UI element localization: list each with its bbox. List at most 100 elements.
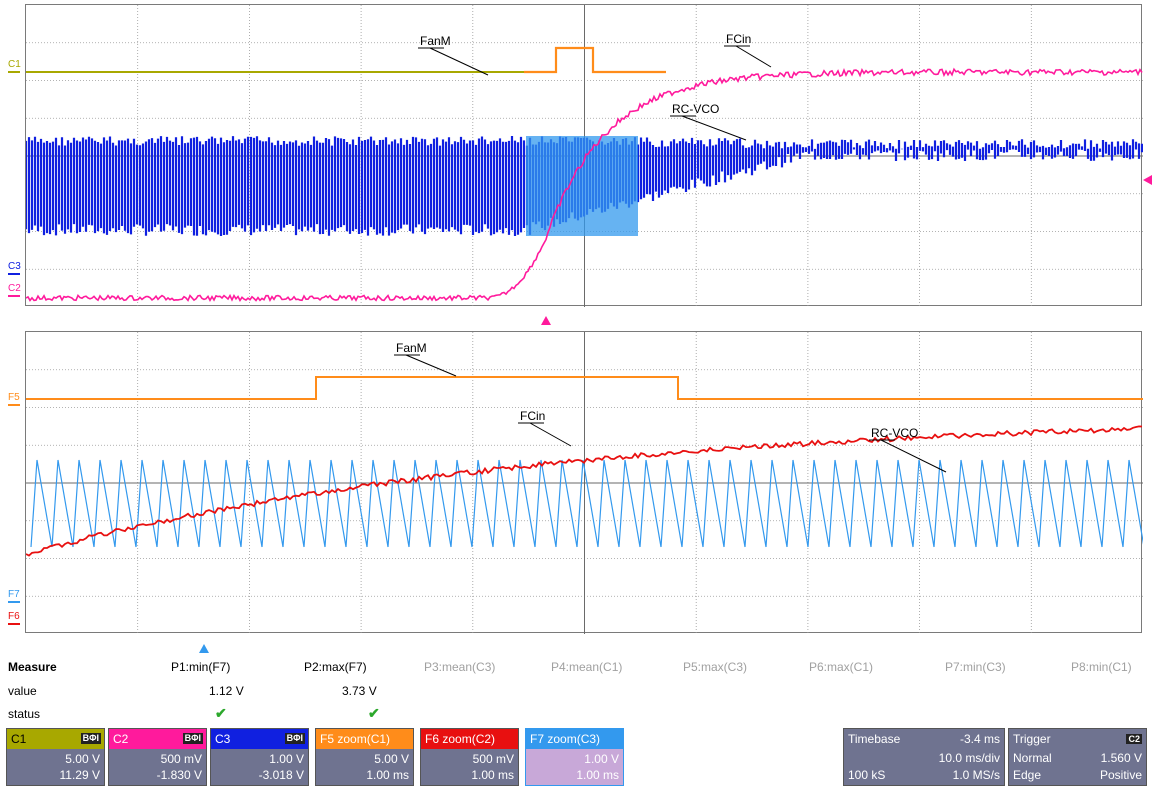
c2-tag-label: C2 xyxy=(8,283,21,294)
channel-box-c1-offset: 11.29 V xyxy=(59,768,100,782)
channel-box-f7-title: zoom(C3) xyxy=(547,732,601,746)
bottom-zoom-grid[interactable]: FanM FCin RC-VCO xyxy=(25,331,1143,634)
bwl-icon: BΦI xyxy=(80,733,101,744)
top-waveform-grid[interactable]: FanM FCin RC-VCO xyxy=(25,4,1143,307)
measure-param-p1[interactable]: P1:min(F7) xyxy=(171,660,231,674)
measure-param-p5[interactable]: P5:max(C3) xyxy=(683,660,748,674)
channel-box-c2-offset: -1.830 V xyxy=(156,768,202,782)
channel-box-c3-label: C3 xyxy=(215,732,231,746)
measure-status-p1: ✔ xyxy=(215,705,227,721)
trigger-box[interactable]: Trigger C2 Normal 1.560 V Edge Positive xyxy=(1008,728,1147,786)
c1-channel-tag[interactable]: C1 xyxy=(8,60,21,73)
bottom-fcin-label-leader xyxy=(529,422,572,447)
c1-zoom-segment xyxy=(524,46,666,74)
channel-box-f6[interactable]: F6 zoom(C2) 500 mV 1.00 ms xyxy=(420,728,519,786)
channel-box-c3-scale: 1.00 V xyxy=(269,752,304,766)
top-waveform-canvas: FanM FCin RC-VCO xyxy=(26,5,1143,307)
channel-box-c3[interactable]: C3 BΦI 1.00 V -3.018 V xyxy=(210,728,309,786)
c1-tag-label: C1 xyxy=(8,59,21,70)
c2-channel-tag[interactable]: C2 xyxy=(8,284,21,297)
timebase-box[interactable]: Timebase -3.4 ms 10.0 ms/div 100 kS 1.0 … xyxy=(843,728,1005,786)
trigger-level: 1.560 V xyxy=(1100,751,1142,765)
measure-status-p2: ✔ xyxy=(368,705,380,721)
bottom-fanm-label: FanM xyxy=(396,341,427,355)
channel-box-f5[interactable]: F5 zoom(C1) 5.00 V 1.00 ms xyxy=(315,728,414,786)
channel-box-f7[interactable]: F7 zoom(C3) 1.00 V 1.00 ms xyxy=(525,728,624,786)
c3-tag-label: C3 xyxy=(8,261,21,272)
timebase-delay: -3.4 ms xyxy=(959,732,1000,746)
channel-box-f6-offset: 1.00 ms xyxy=(471,768,514,782)
cursor-marker[interactable] xyxy=(199,644,209,653)
bottom-rcvco-label: RC-VCO xyxy=(871,426,918,440)
top-fanm-label: FanM xyxy=(420,34,451,48)
channel-box-c3-header: C3 BΦI xyxy=(211,729,308,749)
bottom-rcvco-label-leader xyxy=(880,439,947,473)
c3-trace xyxy=(26,136,1143,236)
f6-trace xyxy=(26,425,1143,557)
top-fcin-label-leader xyxy=(735,45,772,68)
trigger-level-marker[interactable] xyxy=(1143,175,1152,185)
measure-value-p2: 3.73 V xyxy=(342,684,377,698)
c1-tag-underline xyxy=(8,71,20,73)
bottom-fanm-label-leader xyxy=(405,354,457,377)
trigger-title: Trigger xyxy=(1013,732,1051,746)
top-fcin-label: FCin xyxy=(726,32,751,46)
f7-channel-tag[interactable]: F7 xyxy=(8,590,20,603)
channel-box-c2-label: C2 xyxy=(113,732,129,746)
channel-box-c2[interactable]: C2 BΦI 500 mV -1.830 V xyxy=(108,728,207,786)
channel-box-f6-scale: 500 mV xyxy=(472,752,514,766)
channel-box-f5-title: zoom(C1) xyxy=(337,732,391,746)
channel-box-c1-label: C1 xyxy=(11,732,27,746)
channel-box-f7-offset: 1.00 ms xyxy=(576,768,619,782)
measure-param-p8[interactable]: P8:min(C1) xyxy=(1071,660,1132,674)
channel-box-f5-scale: 5.00 V xyxy=(374,752,409,766)
channel-box-f5-header: F5 zoom(C1) xyxy=(316,729,413,749)
f7-trace xyxy=(30,459,1143,548)
timebase-points: 100 kS xyxy=(848,768,886,782)
top-fanm-label-leader xyxy=(429,47,489,76)
channel-box-f6-title: zoom(C2) xyxy=(442,732,496,746)
timebase-rate: 1.0 MS/s xyxy=(952,768,1000,782)
bottom-waveform-canvas: FanM FCin RC-VCO xyxy=(26,332,1143,634)
channel-box-f7-scale: 1.00 V xyxy=(584,752,619,766)
measure-table: Measure value status P1:min(F7) 1.12 V ✔… xyxy=(0,655,1152,725)
bwl-icon: BΦI xyxy=(284,733,305,744)
bottom-fcin-label: FCin xyxy=(520,409,545,423)
channel-box-c2-scale: 500 mV xyxy=(160,752,202,766)
f7-tag-underline xyxy=(8,601,20,603)
measure-title: Measure xyxy=(8,660,57,674)
channel-box-c3-offset: -3.018 V xyxy=(258,768,304,782)
channel-box-f7-header: F7 zoom(C3) xyxy=(526,729,623,749)
measure-param-p7[interactable]: P7:min(C3) xyxy=(945,660,1006,674)
top-rcvco-label-leader xyxy=(681,115,747,141)
trigger-slope: Positive xyxy=(1099,768,1142,782)
f5-tag-label: F5 xyxy=(8,392,20,403)
measure-param-p2[interactable]: P2:max(F7) xyxy=(304,660,367,674)
channel-box-f5-offset: 1.00 ms xyxy=(366,768,409,782)
channel-box-f6-header: F6 zoom(C2) xyxy=(421,729,518,749)
grid-lines xyxy=(26,332,1143,634)
trigger-type: Edge xyxy=(1013,768,1042,782)
f5-channel-tag[interactable]: F5 xyxy=(8,393,20,406)
trigger-source-badge: C2 xyxy=(1126,734,1142,744)
channel-box-f5-label: F5 xyxy=(320,732,335,746)
measure-param-p3[interactable]: P3:mean(C3) xyxy=(424,660,496,674)
c3-channel-tag[interactable]: C3 xyxy=(8,262,21,275)
channel-box-f7-label: F7 xyxy=(530,732,545,746)
channel-box-f6-label: F6 xyxy=(425,732,440,746)
measure-status-row-label: status xyxy=(8,707,41,721)
timebase-title: Timebase xyxy=(848,732,901,746)
f7-tag-label: F7 xyxy=(8,589,20,600)
trigger-mode: Normal xyxy=(1013,751,1052,765)
trigger-position-marker[interactable] xyxy=(541,316,551,325)
f5-trace xyxy=(26,376,1143,400)
measure-param-p4[interactable]: P4:mean(C1) xyxy=(551,660,623,674)
channel-box-c1[interactable]: C1 BΦI 5.00 V 11.29 V xyxy=(6,728,105,786)
measure-value-p1: 1.12 V xyxy=(209,684,244,698)
c2-trace xyxy=(26,67,1143,302)
f5-tag-underline xyxy=(8,404,20,406)
measure-value-row-label: value xyxy=(8,684,37,698)
f6-tag-underline xyxy=(8,623,20,625)
f6-channel-tag[interactable]: F6 xyxy=(8,612,20,625)
measure-param-p6[interactable]: P6:max(C1) xyxy=(809,660,874,674)
